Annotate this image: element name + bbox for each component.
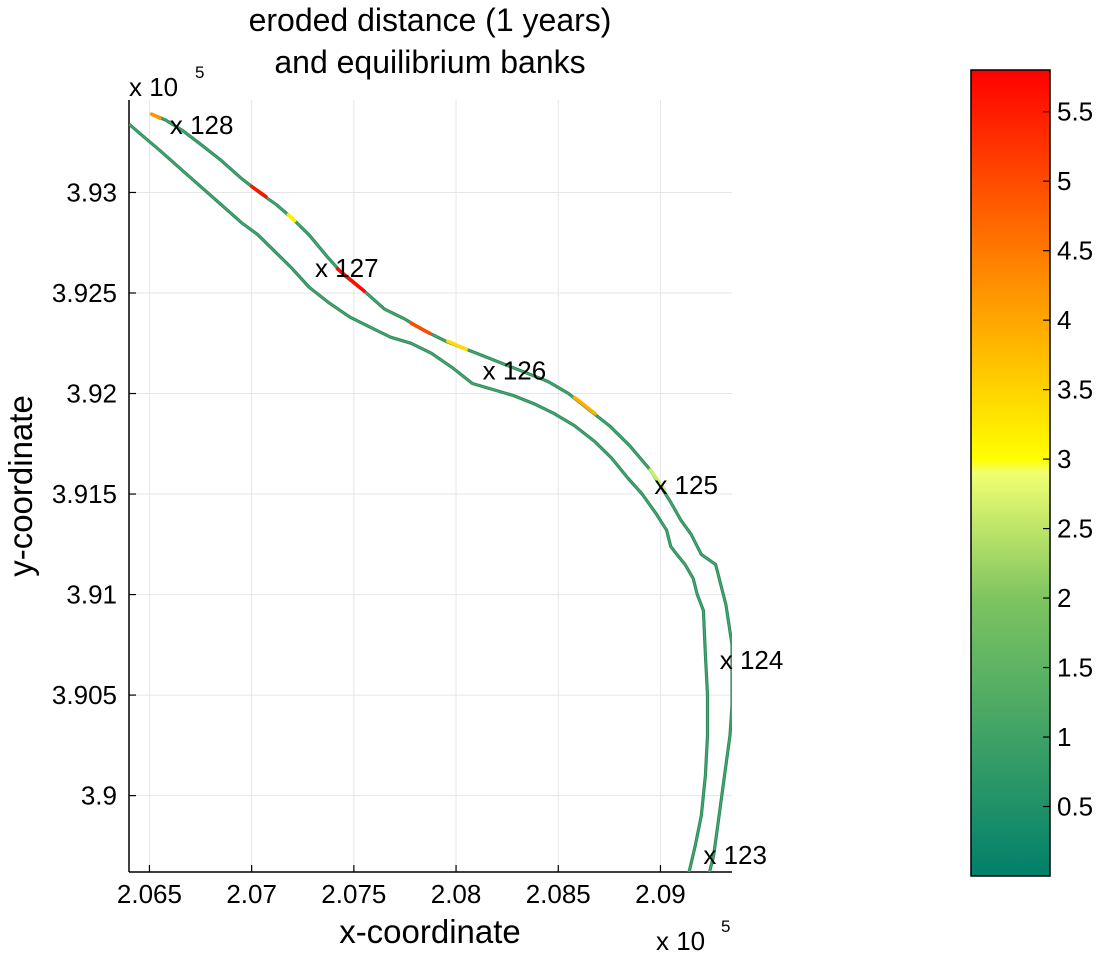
x-tick-label: 2.08	[431, 879, 482, 909]
plot-area: 2.065 2.07 2.075 2.08 2.085 2.09 3.9 3.905 3.91…	[52, 100, 783, 909]
y-exponent: x 10 5	[129, 63, 204, 102]
eroded-segment	[249, 184, 268, 199]
river-banks	[129, 112, 732, 872]
x-exponent: x 10 5	[656, 917, 730, 953]
eroded-segment	[286, 212, 297, 223]
x-axis-label: x-coordinate	[339, 913, 521, 950]
y-tick-label: 3.9	[81, 781, 117, 811]
chart-title-line-1: eroded distance (1 years)	[249, 2, 612, 38]
y-exponent-base: x 10	[129, 72, 178, 102]
kilometer-marker: x 128	[170, 110, 234, 140]
right-bank-line	[129, 122, 710, 872]
chart-title-line-2: and equilibrium banks	[274, 44, 585, 80]
y-axis-label: y-coordinate	[2, 395, 39, 577]
colorbar-tick-label: 5.5	[1057, 97, 1093, 127]
colorbar-ticks: 0.5 1 1.5 2 2.5 3 3.5 4 4.5 5 5.5	[1043, 97, 1093, 822]
y-ticks: 3.9 3.905 3.91 3.915 3.92 3.925 3.93	[52, 177, 136, 811]
colorbar-tick-label: 3.5	[1057, 375, 1093, 405]
eroded-segment	[149, 112, 162, 120]
kilometer-marker: x 124	[720, 645, 784, 675]
x-tick-label: 2.085	[526, 879, 591, 909]
eroded-segment	[648, 468, 667, 492]
eroded-segment	[409, 321, 432, 335]
y-tick-label: 3.925	[52, 278, 117, 308]
colorbar-tick-label: 1	[1057, 722, 1071, 752]
colorbar-tick-label: 1.5	[1057, 653, 1093, 683]
gridlines	[129, 100, 732, 872]
kilometer-annotations: x 128 x 127 x 126 x 125 x 124 x 123	[170, 110, 783, 870]
y-tick-label: 3.905	[52, 680, 117, 710]
x-exponent-power: 5	[721, 917, 730, 936]
y-tick-label: 3.93	[66, 177, 117, 207]
y-tick-label: 3.92	[66, 379, 117, 409]
x-ticks: 2.065 2.07 2.075 2.08 2.085 2.09	[117, 865, 686, 909]
colorbar-tick-label: 2	[1057, 583, 1071, 613]
right-bank-highlight	[129, 123, 709, 872]
colorbar-tick-label: 3	[1057, 444, 1071, 474]
x-tick-label: 2.09	[635, 879, 686, 909]
y-exponent-power: 5	[195, 63, 204, 82]
kilometer-marker: x 125	[654, 470, 718, 500]
x-tick-label: 2.075	[321, 879, 386, 909]
y-tick-label: 3.915	[52, 479, 117, 509]
kilometer-marker: x 127	[315, 253, 379, 283]
colorbar: 0.5 1 1.5 2 2.5 3 3.5 4 4.5 5 5.5	[970, 69, 1093, 877]
colorbar-tick-label: 4	[1057, 305, 1071, 335]
kilometer-marker: x 123	[703, 840, 767, 870]
colorbar-fill	[970, 69, 1051, 877]
left-bank-highlight	[151, 113, 732, 872]
colorbar-tick-label: 0.5	[1057, 792, 1093, 822]
x-exponent-base: x 10	[656, 926, 705, 953]
eroded-segment	[572, 395, 597, 416]
kilometer-marker: x 126	[483, 355, 547, 385]
eroded-segment	[446, 339, 469, 352]
x-tick-label: 2.07	[226, 879, 277, 909]
colorbar-tick-label: 2.5	[1057, 514, 1093, 544]
eroded-segment	[335, 267, 366, 293]
x-tick-label: 2.065	[117, 879, 182, 909]
colorbar-tick-label: 5	[1057, 166, 1071, 196]
y-tick-label: 3.91	[66, 580, 117, 610]
colorbar-tick-label: 4.5	[1057, 236, 1093, 266]
